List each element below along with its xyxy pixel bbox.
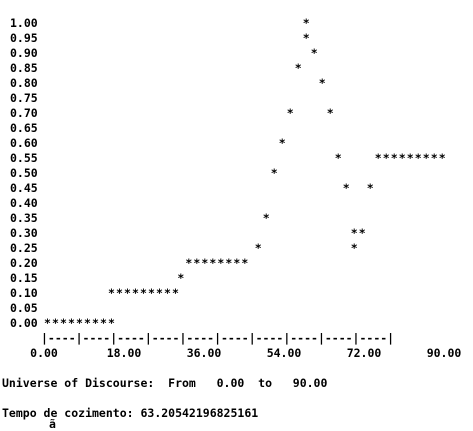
data-point: * bbox=[294, 61, 302, 75]
data-point: * bbox=[225, 256, 233, 270]
y-tick-label: 0.00 bbox=[10, 316, 38, 330]
result-line: Tempo de cozimento: 63.20542196825161 bbox=[2, 406, 259, 420]
y-tick-label: 0.40 bbox=[10, 196, 38, 210]
y-tick-label: 0.65 bbox=[10, 121, 38, 135]
data-point: * bbox=[76, 316, 83, 330]
data-point: * bbox=[286, 106, 294, 120]
data-point: * bbox=[193, 256, 201, 270]
bottom-clipped-text: ã bbox=[49, 417, 56, 431]
data-point: * bbox=[140, 286, 147, 300]
data-point: * bbox=[350, 226, 358, 240]
y-tick-label: 0.60 bbox=[10, 136, 38, 150]
data-point: * bbox=[254, 241, 262, 255]
data-point: * bbox=[241, 256, 249, 270]
y-tick-label: 0.70 bbox=[10, 106, 38, 120]
data-point: * bbox=[185, 256, 193, 270]
y-tick-label: 0.25 bbox=[10, 241, 38, 255]
data-point: * bbox=[108, 286, 115, 300]
data-point: * bbox=[414, 151, 422, 165]
data-point: * bbox=[262, 211, 270, 225]
data-point: * bbox=[233, 256, 241, 270]
data-point: * bbox=[177, 271, 185, 285]
x-tick-label: 36.00 bbox=[186, 346, 222, 360]
x-tick-label: 90.00 bbox=[426, 346, 462, 360]
data-point: * bbox=[148, 286, 155, 300]
data-point: * bbox=[422, 151, 430, 165]
y-tick-label: 0.15 bbox=[10, 271, 38, 285]
data-point: * bbox=[310, 46, 318, 60]
data-point: * bbox=[270, 166, 278, 180]
y-tick-label: 0.95 bbox=[10, 31, 38, 45]
data-point: * bbox=[44, 316, 51, 330]
y-tick-label: 0.55 bbox=[10, 151, 38, 165]
y-tick-label: 0.50 bbox=[10, 166, 38, 180]
y-tick-label: 0.05 bbox=[10, 301, 38, 315]
data-point: * bbox=[358, 226, 366, 240]
data-point: * bbox=[374, 151, 382, 165]
y-tick-label: 0.80 bbox=[10, 76, 38, 90]
x-tick-label: 72.00 bbox=[346, 346, 382, 360]
data-point: * bbox=[318, 76, 326, 90]
data-point: * bbox=[156, 286, 163, 300]
data-point: * bbox=[52, 316, 59, 330]
data-point: * bbox=[201, 256, 209, 270]
data-point: * bbox=[164, 286, 171, 300]
y-tick-label: 0.30 bbox=[10, 226, 38, 240]
data-point: * bbox=[132, 286, 139, 300]
data-point: * bbox=[398, 151, 406, 165]
y-tick-label: 1.00 bbox=[10, 16, 38, 30]
data-point: * bbox=[278, 136, 286, 150]
data-point: * bbox=[350, 241, 358, 255]
data-point: * bbox=[406, 151, 414, 165]
data-point: * bbox=[172, 286, 179, 300]
data-point: * bbox=[334, 151, 342, 165]
data-point: * bbox=[342, 181, 350, 195]
data-point: * bbox=[217, 256, 225, 270]
y-tick-label: 0.35 bbox=[10, 211, 38, 225]
data-point: * bbox=[302, 16, 310, 30]
data-point: * bbox=[108, 316, 115, 330]
data-point: * bbox=[92, 316, 99, 330]
y-tick-label: 0.10 bbox=[10, 286, 38, 300]
data-point: * bbox=[68, 316, 75, 330]
y-tick-label: 0.90 bbox=[10, 46, 38, 60]
y-tick-label: 0.45 bbox=[10, 181, 38, 195]
data-point: * bbox=[438, 151, 446, 165]
y-tick-label: 0.20 bbox=[10, 256, 38, 270]
x-tick-label: 0.00 bbox=[30, 346, 58, 360]
data-point: * bbox=[390, 151, 398, 165]
data-point: * bbox=[326, 106, 334, 120]
y-tick-label: 0.85 bbox=[10, 61, 38, 75]
data-point: * bbox=[116, 286, 123, 300]
x-tick-label: 18.00 bbox=[106, 346, 142, 360]
data-point: * bbox=[84, 316, 91, 330]
data-point: * bbox=[60, 316, 67, 330]
data-point: * bbox=[430, 151, 438, 165]
data-point: * bbox=[124, 286, 131, 300]
y-tick-label: 0.75 bbox=[10, 91, 38, 105]
data-point: * bbox=[302, 31, 310, 45]
data-point: * bbox=[100, 316, 107, 330]
x-tick-label: 54.00 bbox=[266, 346, 302, 360]
data-point: * bbox=[382, 151, 390, 165]
x-axis-line: |----|----|----|----|----|----|----|----… bbox=[41, 331, 395, 345]
data-point: * bbox=[366, 181, 374, 195]
universe-of-discourse-line: Universe of Discourse: From 0.00 to 90.0… bbox=[2, 376, 328, 390]
data-point: * bbox=[209, 256, 217, 270]
